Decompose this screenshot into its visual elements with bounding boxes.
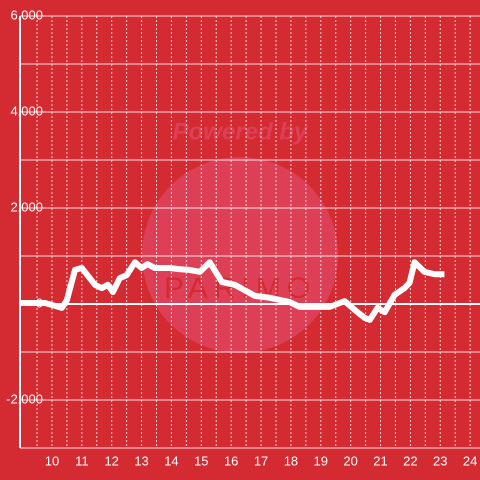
line bbox=[20, 259, 445, 323]
x-tick-label: 15 bbox=[194, 453, 208, 468]
x-tick-label: 17 bbox=[254, 453, 268, 468]
x-tick-label: 14 bbox=[164, 453, 178, 468]
watermark-text: Powered by bbox=[173, 118, 309, 145]
x-tick-label: 24 bbox=[463, 453, 477, 468]
x-tick-label: 12 bbox=[104, 453, 118, 468]
x-tick-label: 18 bbox=[284, 453, 298, 468]
x-tick-label: 16 bbox=[224, 453, 238, 468]
y-tick-label: 4,000 bbox=[10, 103, 43, 118]
y-tick-label: -2,000 bbox=[6, 391, 43, 406]
x-tick-label: 13 bbox=[134, 453, 148, 468]
x-tick-label: 21 bbox=[373, 453, 387, 468]
x-tick-label: 19 bbox=[314, 453, 328, 468]
x-tick-label: 10 bbox=[45, 453, 59, 468]
watermark-circle bbox=[142, 157, 338, 353]
y-tick-label: 2,000 bbox=[10, 199, 43, 214]
x-tick-label: 11 bbox=[75, 453, 89, 468]
y-tick-label: 6,000 bbox=[10, 7, 43, 22]
x-tick-label: 23 bbox=[433, 453, 447, 468]
x-tick-label: 22 bbox=[403, 453, 417, 468]
x-tick-label: 20 bbox=[343, 453, 357, 468]
